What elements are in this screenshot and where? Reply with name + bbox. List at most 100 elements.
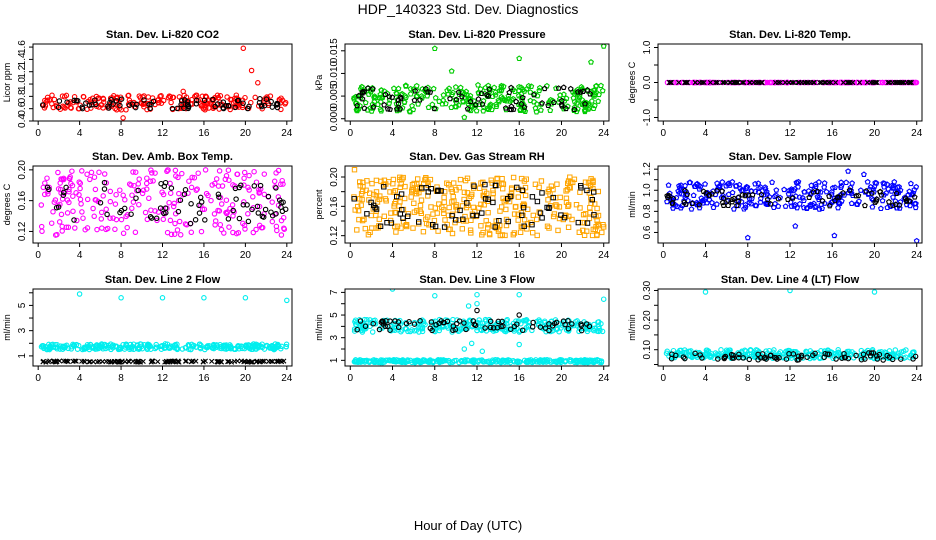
data-point xyxy=(583,321,590,327)
x-tick-label: 20 xyxy=(240,128,252,139)
data-point xyxy=(533,108,540,115)
data-point xyxy=(82,359,88,365)
data-point xyxy=(423,220,430,227)
data-point xyxy=(903,347,909,353)
data-point xyxy=(519,212,525,219)
data-point xyxy=(245,184,251,191)
data-point xyxy=(866,350,872,356)
data-point xyxy=(790,187,797,194)
data-points xyxy=(351,289,607,366)
data-point xyxy=(367,317,373,323)
data-point xyxy=(886,354,893,360)
data-point xyxy=(38,223,45,230)
data-point xyxy=(51,358,57,364)
data-point xyxy=(390,85,397,91)
data-point xyxy=(666,192,672,199)
data-point xyxy=(560,91,567,97)
data-point xyxy=(364,211,370,217)
data-point xyxy=(523,317,530,323)
data-point xyxy=(148,359,154,365)
data-point xyxy=(162,359,168,365)
data-point xyxy=(907,202,914,209)
x-tick-label: 24 xyxy=(911,250,923,261)
data-point xyxy=(591,93,598,99)
data-point xyxy=(591,212,597,218)
data-point xyxy=(890,194,896,200)
data-point xyxy=(367,190,373,196)
data-point xyxy=(44,175,50,181)
data-point xyxy=(78,201,84,207)
data-point xyxy=(589,232,596,239)
data-point xyxy=(869,203,876,210)
data-point xyxy=(791,203,798,209)
data-point xyxy=(521,217,528,223)
data-point xyxy=(413,82,420,89)
data-point xyxy=(117,344,124,351)
data-point xyxy=(826,202,833,209)
panel-8: Stan. Dev. Line 3 Flow 0 4 8 12 16 20 24 1 3 5 7 ml/… xyxy=(314,274,610,384)
data-point xyxy=(357,318,364,324)
data-point xyxy=(68,180,74,187)
data-point xyxy=(517,229,524,236)
data-point xyxy=(108,97,114,103)
data-point xyxy=(131,182,137,189)
data-point xyxy=(478,90,485,97)
data-point xyxy=(561,214,568,221)
data-point-outlier xyxy=(431,45,438,52)
data-points xyxy=(39,45,289,121)
data-point xyxy=(578,327,585,334)
data-point xyxy=(269,104,276,110)
data-point xyxy=(248,359,254,365)
data-point xyxy=(174,227,181,233)
data-point xyxy=(482,181,488,188)
data-point xyxy=(706,196,713,203)
data-point xyxy=(666,79,672,86)
data-point xyxy=(398,328,404,335)
x-tick-label: 4 xyxy=(77,250,83,261)
y-tick-label: 1.0 xyxy=(17,77,28,91)
y-tick-label: 1.4 xyxy=(17,52,28,66)
data-point xyxy=(117,102,123,109)
data-point xyxy=(821,184,828,190)
data-point xyxy=(553,202,559,208)
data-point xyxy=(105,103,111,109)
data-point-outlier xyxy=(588,59,594,65)
data-point xyxy=(86,359,92,365)
data-point xyxy=(275,167,282,174)
data-point xyxy=(681,187,688,194)
data-point xyxy=(60,192,67,198)
data-point xyxy=(261,358,267,364)
data-point xyxy=(64,102,70,109)
data-point xyxy=(860,351,867,358)
data-point xyxy=(825,348,832,354)
x-tick-label: 20 xyxy=(240,373,252,384)
data-point xyxy=(769,179,776,185)
data-point xyxy=(193,97,200,104)
data-point xyxy=(114,358,120,364)
x-tick-label: 20 xyxy=(869,250,881,261)
data-point xyxy=(511,359,518,365)
data-point xyxy=(441,319,447,326)
data-point xyxy=(250,194,256,200)
data-point xyxy=(444,87,451,94)
data-point xyxy=(569,321,575,327)
data-point xyxy=(218,201,225,207)
data-point xyxy=(104,225,111,232)
data-point xyxy=(194,186,200,192)
y-tick-label: 0.6 xyxy=(642,225,653,239)
data-point xyxy=(416,325,422,331)
data-point xyxy=(122,197,128,203)
data-point xyxy=(680,354,687,360)
data-point xyxy=(158,100,165,106)
data-point xyxy=(425,104,432,110)
data-point xyxy=(225,216,232,222)
data-point xyxy=(171,231,178,237)
data-point xyxy=(54,346,60,352)
x-tick-label: 12 xyxy=(784,373,796,384)
data-point xyxy=(63,184,69,191)
data-point xyxy=(457,84,464,91)
data-point xyxy=(212,103,218,110)
data-point xyxy=(510,232,517,238)
data-point xyxy=(455,102,462,108)
data-point xyxy=(862,189,869,195)
